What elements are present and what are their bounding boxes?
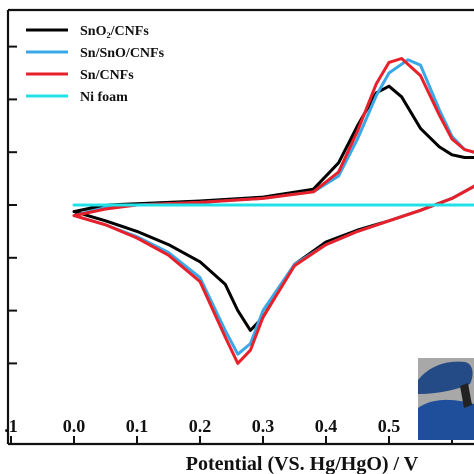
x-tick-label: 0.4 <box>315 416 338 436</box>
legend-label: Ni foam <box>80 90 128 105</box>
series-line-0 <box>72 84 474 332</box>
legend-label: SnO₂/CNFs <box>80 24 149 39</box>
inset-glove-lower <box>418 399 474 440</box>
inset-sample-strip <box>460 383 472 408</box>
x-tick-label: 0.2 <box>189 416 212 436</box>
series-line-2 <box>72 57 474 365</box>
legend-label: Sn/CNFs <box>80 68 134 83</box>
series-layer <box>72 57 474 365</box>
x-tick-label: 0.3 <box>252 416 275 436</box>
inset-photo <box>418 358 474 440</box>
x-axis-title: Potential (VS. Hg/HgO) / V <box>186 453 419 474</box>
axes-layer <box>6 8 474 446</box>
legend-label: Sn/SnO/CNFs <box>80 46 165 61</box>
legend: SnO₂/CNFs Sn/SnO/CNFs Sn/CNFs Ni foam <box>26 24 165 105</box>
x-tick-label: .1 <box>4 416 18 436</box>
x-tick-label: 0.0 <box>63 416 86 436</box>
inset-glove-upper <box>418 361 473 394</box>
x-tick-label: 0.5 <box>378 416 401 436</box>
x-tick-label: 0.1 <box>126 416 149 436</box>
